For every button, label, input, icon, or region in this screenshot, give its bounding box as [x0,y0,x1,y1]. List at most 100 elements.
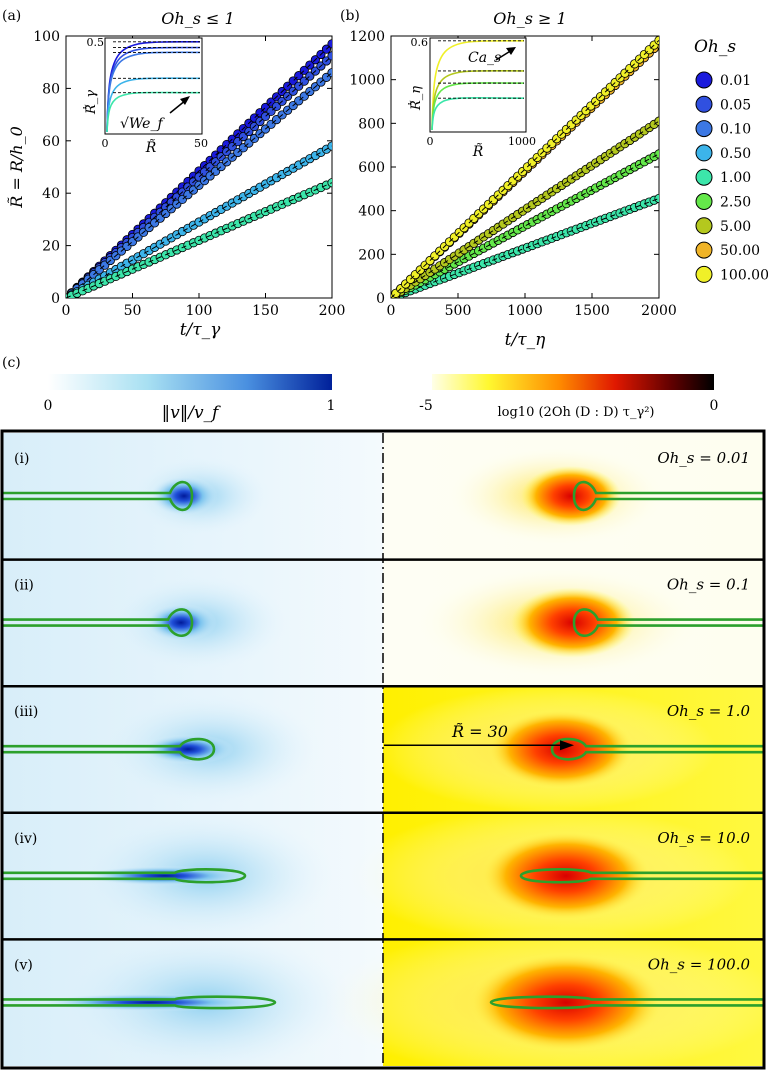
data-point [327,178,332,188]
fit-line [66,72,332,298]
legend-marker [695,71,713,89]
row-oh-label: Oh_s = 10.0 [657,829,750,847]
row-oh-label: Oh_s = 0.01 [657,449,750,467]
velocity-colorbar [48,374,332,390]
legend-marker [695,217,713,235]
panel-c-snapshots: (i) Oh_s = 0.01 (ii) Oh_s = 0.1 (iii) Oh_s = … [3,433,768,1075]
x-tick-label: 50 [124,303,142,319]
radius-arrowhead [560,740,574,751]
row-oh-label: Oh_s = 100.0 [648,955,751,973]
fit-line [66,55,332,298]
panel-b-inset-y-label: Ṙ̃_η [407,86,424,111]
inset-curve [431,39,525,131]
snapshot-row: (i) Oh_s = 0.01 [3,433,763,560]
panel-b-x-ticks: 0 500 1000 1500 2000 [387,36,677,319]
velocity-core [142,734,234,765]
panel-b-inset-curves [431,39,525,131]
legend-marker [695,144,713,162]
legend-label: 0.05 [720,97,751,113]
legend-marker [695,95,713,113]
panel-a-inset-ytick: 0.5 [87,36,105,49]
fit-line [391,40,659,298]
x-tick-label: 1500 [574,303,610,319]
panel-a-x-label: t/τ_γ [180,320,221,340]
x-tick-label: 200 [319,303,346,319]
snapshot-row: (ii) Oh_s = 0.1 [3,558,763,687]
series-100.00 [391,36,659,298]
film-interface-right [550,737,763,761]
series-1.00 [391,193,659,298]
panel-b-data-marks [391,36,659,298]
panel-c-label: (c) [2,355,21,371]
y-tick-label: 400 [358,204,385,220]
y-tick-label: 1200 [349,29,385,45]
row-oh-label: Oh_s = 1.0 [667,702,751,720]
panel-a-inset-x-label: R̃ [145,138,157,156]
y-tick-label: 1000 [349,73,385,89]
panel-a-inset-frame [104,37,203,135]
panel-a-y-label: R̃ = R/h_0 [7,126,26,209]
fit-line [391,197,659,298]
fit-line [66,182,332,298]
legend-label: 0.01 [720,73,751,89]
snapshot-row: (iii) Oh_s = 1.0 R̃ = 30 [3,684,763,813]
panel-b-inset: 0.6 0 1000 R̃ Ṙ̃_η Ca_s [407,36,536,160]
panel-c-outer-frame [0,429,766,1070]
legend-label: 100.00 [720,267,768,283]
panel-c-header: (c) 0 1 ‖v‖/v_f -5 0 log10 (2Oh (D : D) … [2,355,718,423]
legend-marker [695,168,713,186]
panel-b-label: (b) [340,8,360,24]
y-tick-label: 0 [376,291,385,307]
panel-a: (a) Oh_s ≤ 1 0 50 100 150 200 0 20 40 60 80 100 R… [2,8,345,340]
fit-line [66,43,332,298]
panel-a-title: Oh_s ≤ 1 [161,9,234,28]
row-label: (ii) [14,578,34,594]
panel-a-inset-xtick-1: 50 [194,137,208,150]
film-interface-right [572,608,763,638]
panel-a-inset-curves [106,40,201,133]
film-interface-left [3,995,277,1010]
panel-a-data-marks [66,39,332,298]
velocity-colorbar-min: 0 [44,398,53,414]
legend-label: 1.00 [720,170,751,186]
dissipation-colorbar-min: -5 [419,398,433,414]
legend-label: 0.10 [720,122,751,138]
dissipation-colorbar [432,374,714,390]
y-tick-label: 800 [358,116,385,132]
legend-marker [695,241,713,259]
film-interface-left [3,737,216,761]
legend-marker [695,265,713,283]
film-interface-right [489,995,763,1010]
panel-b-inset-x-label: R̃ [472,142,484,160]
x-tick-label: 0 [387,303,396,319]
velocity-core [145,603,217,642]
y-tick-label: 100 [33,29,60,45]
panel-a-label: (a) [2,8,21,24]
film-interface-left [3,868,247,884]
velocity-colorbar-label: ‖v‖/v_f [162,403,221,423]
series-1.00 [66,178,332,298]
legend-title: Oh_s [694,37,736,57]
x-tick-label: 100 [186,303,213,319]
panel-b-x-label: t/τ_η [505,330,546,350]
data-point [327,141,332,151]
panel-b-y-ticks: 0 200 400 600 800 1000 1200 [349,29,659,307]
row-label: (i) [14,451,29,467]
film-interface-left [3,480,194,512]
panel-b-inset-annotation: Ca_s [468,50,501,66]
panel-b: (b) Oh_s ≥ 1 0 500 1000 1500 2000 0 200 400 600… [340,8,677,350]
legend-label: 5.00 [720,219,751,235]
legend-marker [695,193,713,210]
legend: Oh_s 0.01 0.05 0.10 0.50 1.00 2.50 5.00 50.00 10… [694,37,768,283]
y-tick-label: 80 [42,81,60,97]
series-5.00 [391,116,659,298]
dissipation-colorbar-label: log10 (2Oh (D : D) τ_γ²) [498,405,655,420]
x-tick-label: 2000 [641,303,677,319]
fit-line [66,145,332,298]
panel-b-inset-frame [429,37,527,133]
dissipation-colorbar-max: 0 [710,398,719,414]
fit-line [391,153,659,298]
snapshot-row: (iv) Oh_s = 10.0 [3,807,763,944]
y-tick-label: 60 [42,134,60,150]
panel-b-inset-ytick: 0.6 [411,36,429,49]
